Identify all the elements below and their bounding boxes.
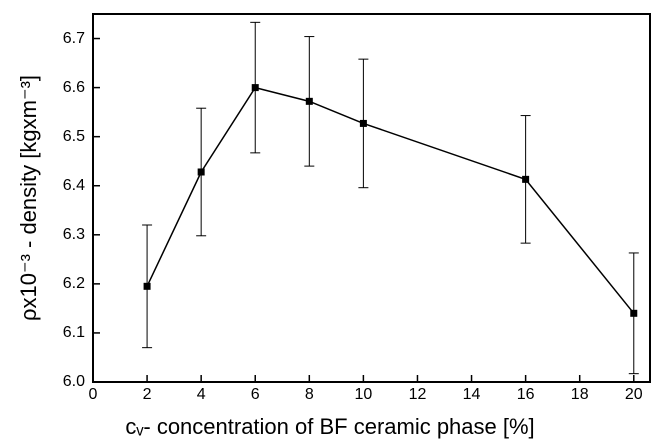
data-point [197, 168, 205, 176]
x-tick-label: 18 [571, 386, 589, 403]
y-tick-label: 6.5 [63, 128, 85, 145]
y-tick-label: 6.1 [63, 324, 85, 341]
x-tick-label: 20 [625, 386, 643, 403]
x-tick-label: 8 [305, 386, 314, 403]
y-tick-label: 6.0 [63, 373, 85, 390]
x-tick-label: 0 [89, 386, 98, 403]
x-tick-label: 12 [409, 386, 427, 403]
y-tick-label: 6.3 [63, 226, 85, 243]
x-tick-label: 16 [517, 386, 535, 403]
data-line [146, 86, 635, 314]
x-tick-label: 10 [354, 386, 372, 403]
x-axis-title: cᵥ- concentration of BF ceramic phase [%… [125, 414, 534, 439]
data-point [359, 119, 367, 127]
y-axis-title: ρx10⁻³ - density [kgxm⁻³] [16, 75, 41, 321]
data-point [630, 309, 638, 317]
x-tick-label: 6 [251, 386, 260, 403]
data-point [305, 97, 313, 105]
x-tick-label: 4 [197, 386, 206, 403]
y-tick-label: 6.2 [63, 275, 85, 292]
data-point [143, 282, 151, 290]
y-tick-label: 6.6 [63, 79, 85, 96]
data-point [251, 84, 259, 92]
plot-frame [92, 13, 651, 383]
y-tick-label: 6.4 [63, 177, 85, 194]
x-tick-label: 14 [463, 386, 481, 403]
data-point [522, 175, 530, 183]
y-tick-label: 6.7 [63, 30, 85, 47]
x-tick-label: 2 [143, 386, 152, 403]
